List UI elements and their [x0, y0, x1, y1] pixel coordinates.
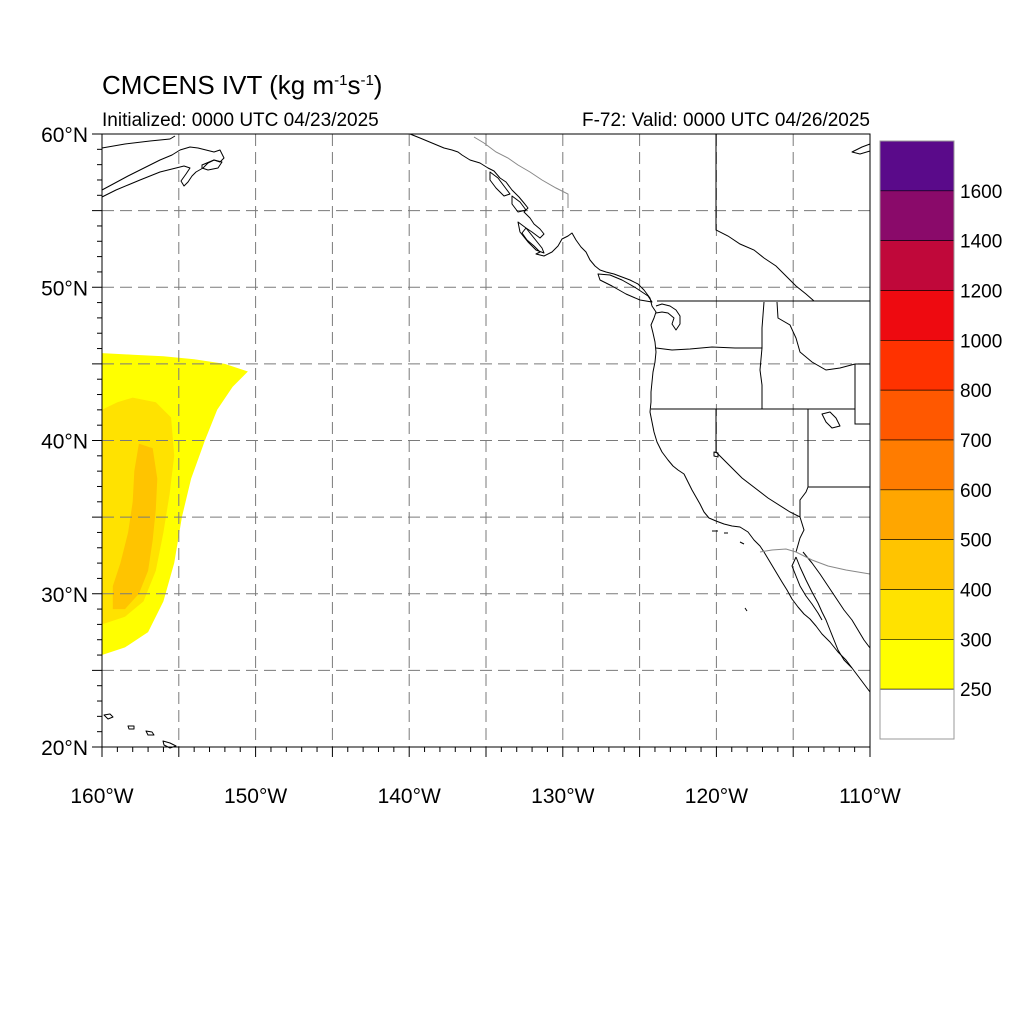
canada-province-border — [715, 134, 815, 302]
alaska-canada-border — [473, 136, 569, 208]
ca-nv-border — [715, 409, 801, 518]
colorbar-swatch — [879, 290, 955, 341]
hudson-edge-coastline — [851, 143, 871, 155]
lon-tick-label: 160°W — [70, 785, 133, 808]
lon-tick-label: 130°W — [531, 785, 594, 808]
colorbar-label: 1000 — [960, 331, 1002, 352]
wy-border — [854, 364, 870, 425]
map-frame: 60°N 50°N 40°N 30°N 20°N 160°W 150°W 140°W 130°W… — [41, 124, 901, 808]
lat-tick-label: 20°N — [41, 737, 88, 760]
valid-time-label: F-72: Valid: 0000 UTC 04/26/2025 — [582, 110, 870, 131]
colorbar-label: 600 — [960, 481, 992, 502]
hawaii-kauai-coastline — [103, 713, 114, 720]
nv-ut-border — [807, 409, 870, 488]
or-id-border — [759, 347, 763, 409]
lat-tick-label: 60°N — [41, 124, 88, 147]
puget-sound-coastline — [655, 303, 681, 331]
hawaii-maui-coastline — [145, 730, 155, 736]
alaska-peninsula-coastline — [101, 146, 225, 198]
haida-gwaii-coastline — [517, 221, 545, 254]
lat-tick-label: 50°N — [41, 277, 88, 300]
colorbar-swatch — [879, 439, 955, 491]
graticule — [102, 134, 870, 747]
colorbar-swatch — [879, 190, 955, 241]
us-mexico-border — [759, 548, 871, 575]
colorbar-label: 800 — [960, 381, 992, 402]
colorbar-label: 1200 — [960, 282, 1002, 303]
colorbar-swatch — [879, 140, 955, 192]
colorbar-swatch — [879, 240, 955, 291]
wa-or-border — [655, 301, 765, 351]
vancouver-island-coastline — [597, 273, 653, 303]
init-time-label: Initialized: 0000 UTC 04/23/2025 — [102, 110, 379, 131]
colorbar-swatch — [879, 340, 955, 391]
colorbar-label: 500 — [960, 531, 992, 552]
colorbar-label: 1400 — [960, 232, 1002, 253]
gulf-east-coastline — [802, 551, 871, 649]
ivt-shading — [102, 319, 344, 678]
colorbar-label: 400 — [960, 581, 992, 602]
lat-tick-label: 30°N — [41, 584, 88, 607]
colorbar-swatch — [879, 639, 955, 690]
lat-tick-label: 40°N — [41, 431, 88, 454]
colorbar-border — [879, 140, 955, 740]
az-ca-border — [795, 516, 805, 553]
great-salt-lake — [821, 411, 841, 429]
colorbar-label: 300 — [960, 630, 992, 651]
colorbar-swatch — [879, 389, 955, 441]
colorbar-swatch — [879, 489, 955, 540]
colorbar-swatch — [879, 688, 955, 740]
lon-tick-label: 150°W — [224, 785, 287, 808]
map-title: CMCENS IVT (kg m-1s-1) — [102, 70, 383, 100]
kodiak-island-coastline — [201, 159, 223, 171]
alexander-archipelago-coastline — [489, 171, 527, 213]
colorbar-swatch — [879, 589, 955, 640]
ivt-band-500 — [112, 443, 158, 610]
colorbar-label: 700 — [960, 431, 992, 452]
colorbar-swatch — [879, 539, 955, 590]
alaska-north-coastline — [101, 135, 176, 149]
guadalupe-island-coastline — [744, 607, 748, 612]
hawaii-oahu-coastline — [127, 725, 135, 730]
colorbar-label: 1600 — [960, 182, 1002, 203]
lon-tick-label: 140°W — [378, 785, 441, 808]
channel-islands-coastline — [712, 530, 745, 545]
land-outlines — [101, 133, 871, 749]
lon-tick-label: 120°W — [685, 785, 748, 808]
nv-az-border — [799, 486, 809, 517]
colorbar-label: 250 — [960, 680, 992, 701]
colorbar: 1600 1400 1200 1000 800 700 600 500 400 300 250 — [879, 140, 1002, 740]
lon-tick-label: 110°W — [839, 785, 901, 808]
id-mt-border — [776, 301, 856, 371]
baja-gulf-coastline — [791, 556, 853, 669]
